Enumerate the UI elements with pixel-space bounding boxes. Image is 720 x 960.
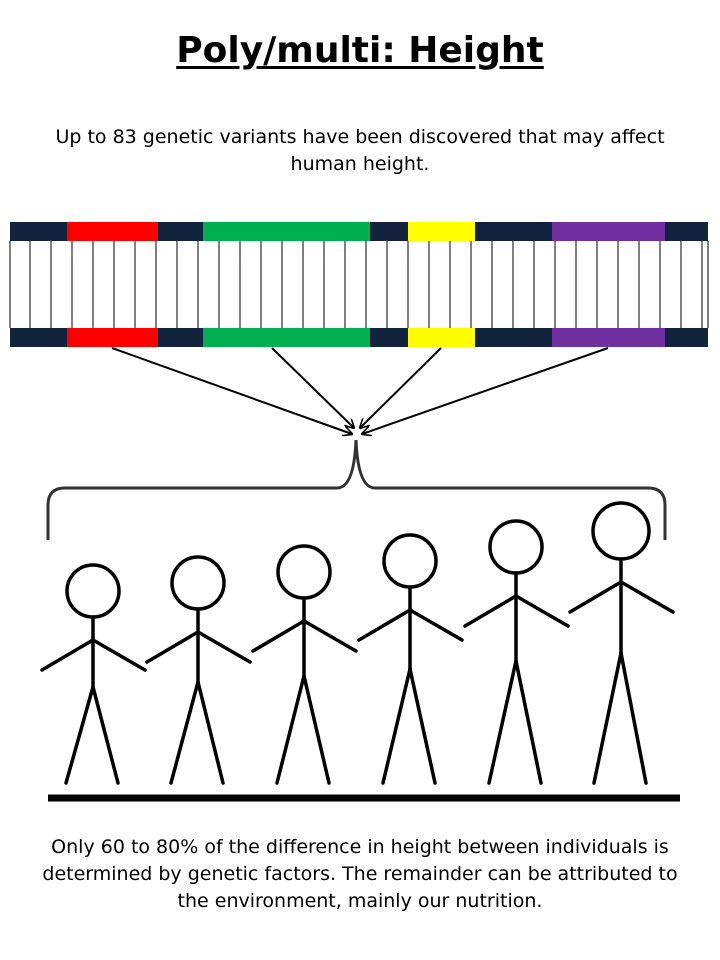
dna-gene-green-top [203, 222, 370, 241]
arrow-purple-gene [362, 347, 609, 434]
figure-right-arm [196, 630, 252, 664]
figure-head [170, 555, 226, 611]
figure-right-leg [514, 659, 543, 785]
stick-figure-5 [463, 519, 570, 785]
figure-left-leg [64, 685, 95, 785]
figure-left-arm [568, 580, 623, 614]
figure-right-leg [302, 674, 331, 785]
dna-backbone-segment-bottom [475, 328, 552, 347]
figure-right-arm [91, 638, 147, 672]
figure-left-arm [463, 594, 518, 628]
figure-head [65, 563, 121, 619]
figure-left-leg [275, 674, 306, 785]
page-title: Poly/multi: Height [176, 30, 544, 71]
dna-gene-yellow-top [408, 222, 475, 241]
figure-left-arm [357, 608, 412, 642]
dna-backbone-segment-bottom [10, 328, 67, 347]
dna-backbone-segment-top [158, 222, 203, 241]
figure-right-leg [91, 685, 120, 785]
figure-right-arm [514, 594, 570, 628]
dna-backbone-segment-top [665, 222, 708, 241]
figure-left-leg [381, 667, 412, 785]
figure-right-leg [619, 651, 648, 785]
dna-backbone-segment-bottom [158, 328, 203, 347]
gene-arrows [111, 347, 609, 434]
figure-left-leg [592, 651, 623, 785]
arrow-yellow-gene [360, 347, 442, 428]
arrow-red-gene [111, 347, 352, 434]
figure-left-arm [251, 619, 306, 653]
figure-left-arm [40, 638, 95, 672]
figure-head [276, 544, 332, 600]
figure-left-leg [487, 659, 518, 785]
dna-gene-red-top [67, 222, 158, 241]
stick-figure-4 [357, 533, 464, 785]
figure-left-arm [145, 630, 200, 664]
grouping-brace [46, 439, 667, 540]
figure-left-leg [169, 680, 200, 785]
dna-gene-purple-bottom [552, 328, 665, 347]
intro-text: Up to 83 genetic variants have been disc… [55, 126, 665, 175]
dna-strand [9, 222, 709, 347]
figure-right-arm [619, 580, 675, 614]
dna-gene-purple-top [552, 222, 665, 241]
stick-figure-1 [40, 563, 147, 785]
arrow-green-gene [271, 347, 354, 428]
figure-right-arm [408, 608, 464, 642]
figure-head [382, 533, 438, 589]
dna-backbone-segment-bottom [665, 328, 708, 347]
dna-backbone-segment-top [370, 222, 408, 241]
dna-gene-yellow-bottom [408, 328, 475, 347]
figure-right-leg [196, 680, 225, 785]
figure-head [591, 501, 651, 561]
figure-head [488, 519, 544, 575]
figure-right-leg [408, 667, 437, 785]
stick-figure-6 [568, 501, 675, 785]
stick-figure-3 [251, 544, 358, 785]
dna-backbone-segment-bottom [370, 328, 408, 347]
dna-gene-red-bottom [67, 328, 158, 347]
stick-figure-2 [145, 555, 252, 785]
conclusion-text: Only 60 to 80% of the difference in heig… [42, 836, 678, 912]
stick-figures [40, 501, 675, 785]
figure-right-arm [302, 619, 358, 653]
dna-gene-green-bottom [203, 328, 370, 347]
dna-backbone-segment-top [10, 222, 67, 241]
dna-backbone-segment-top [475, 222, 552, 241]
